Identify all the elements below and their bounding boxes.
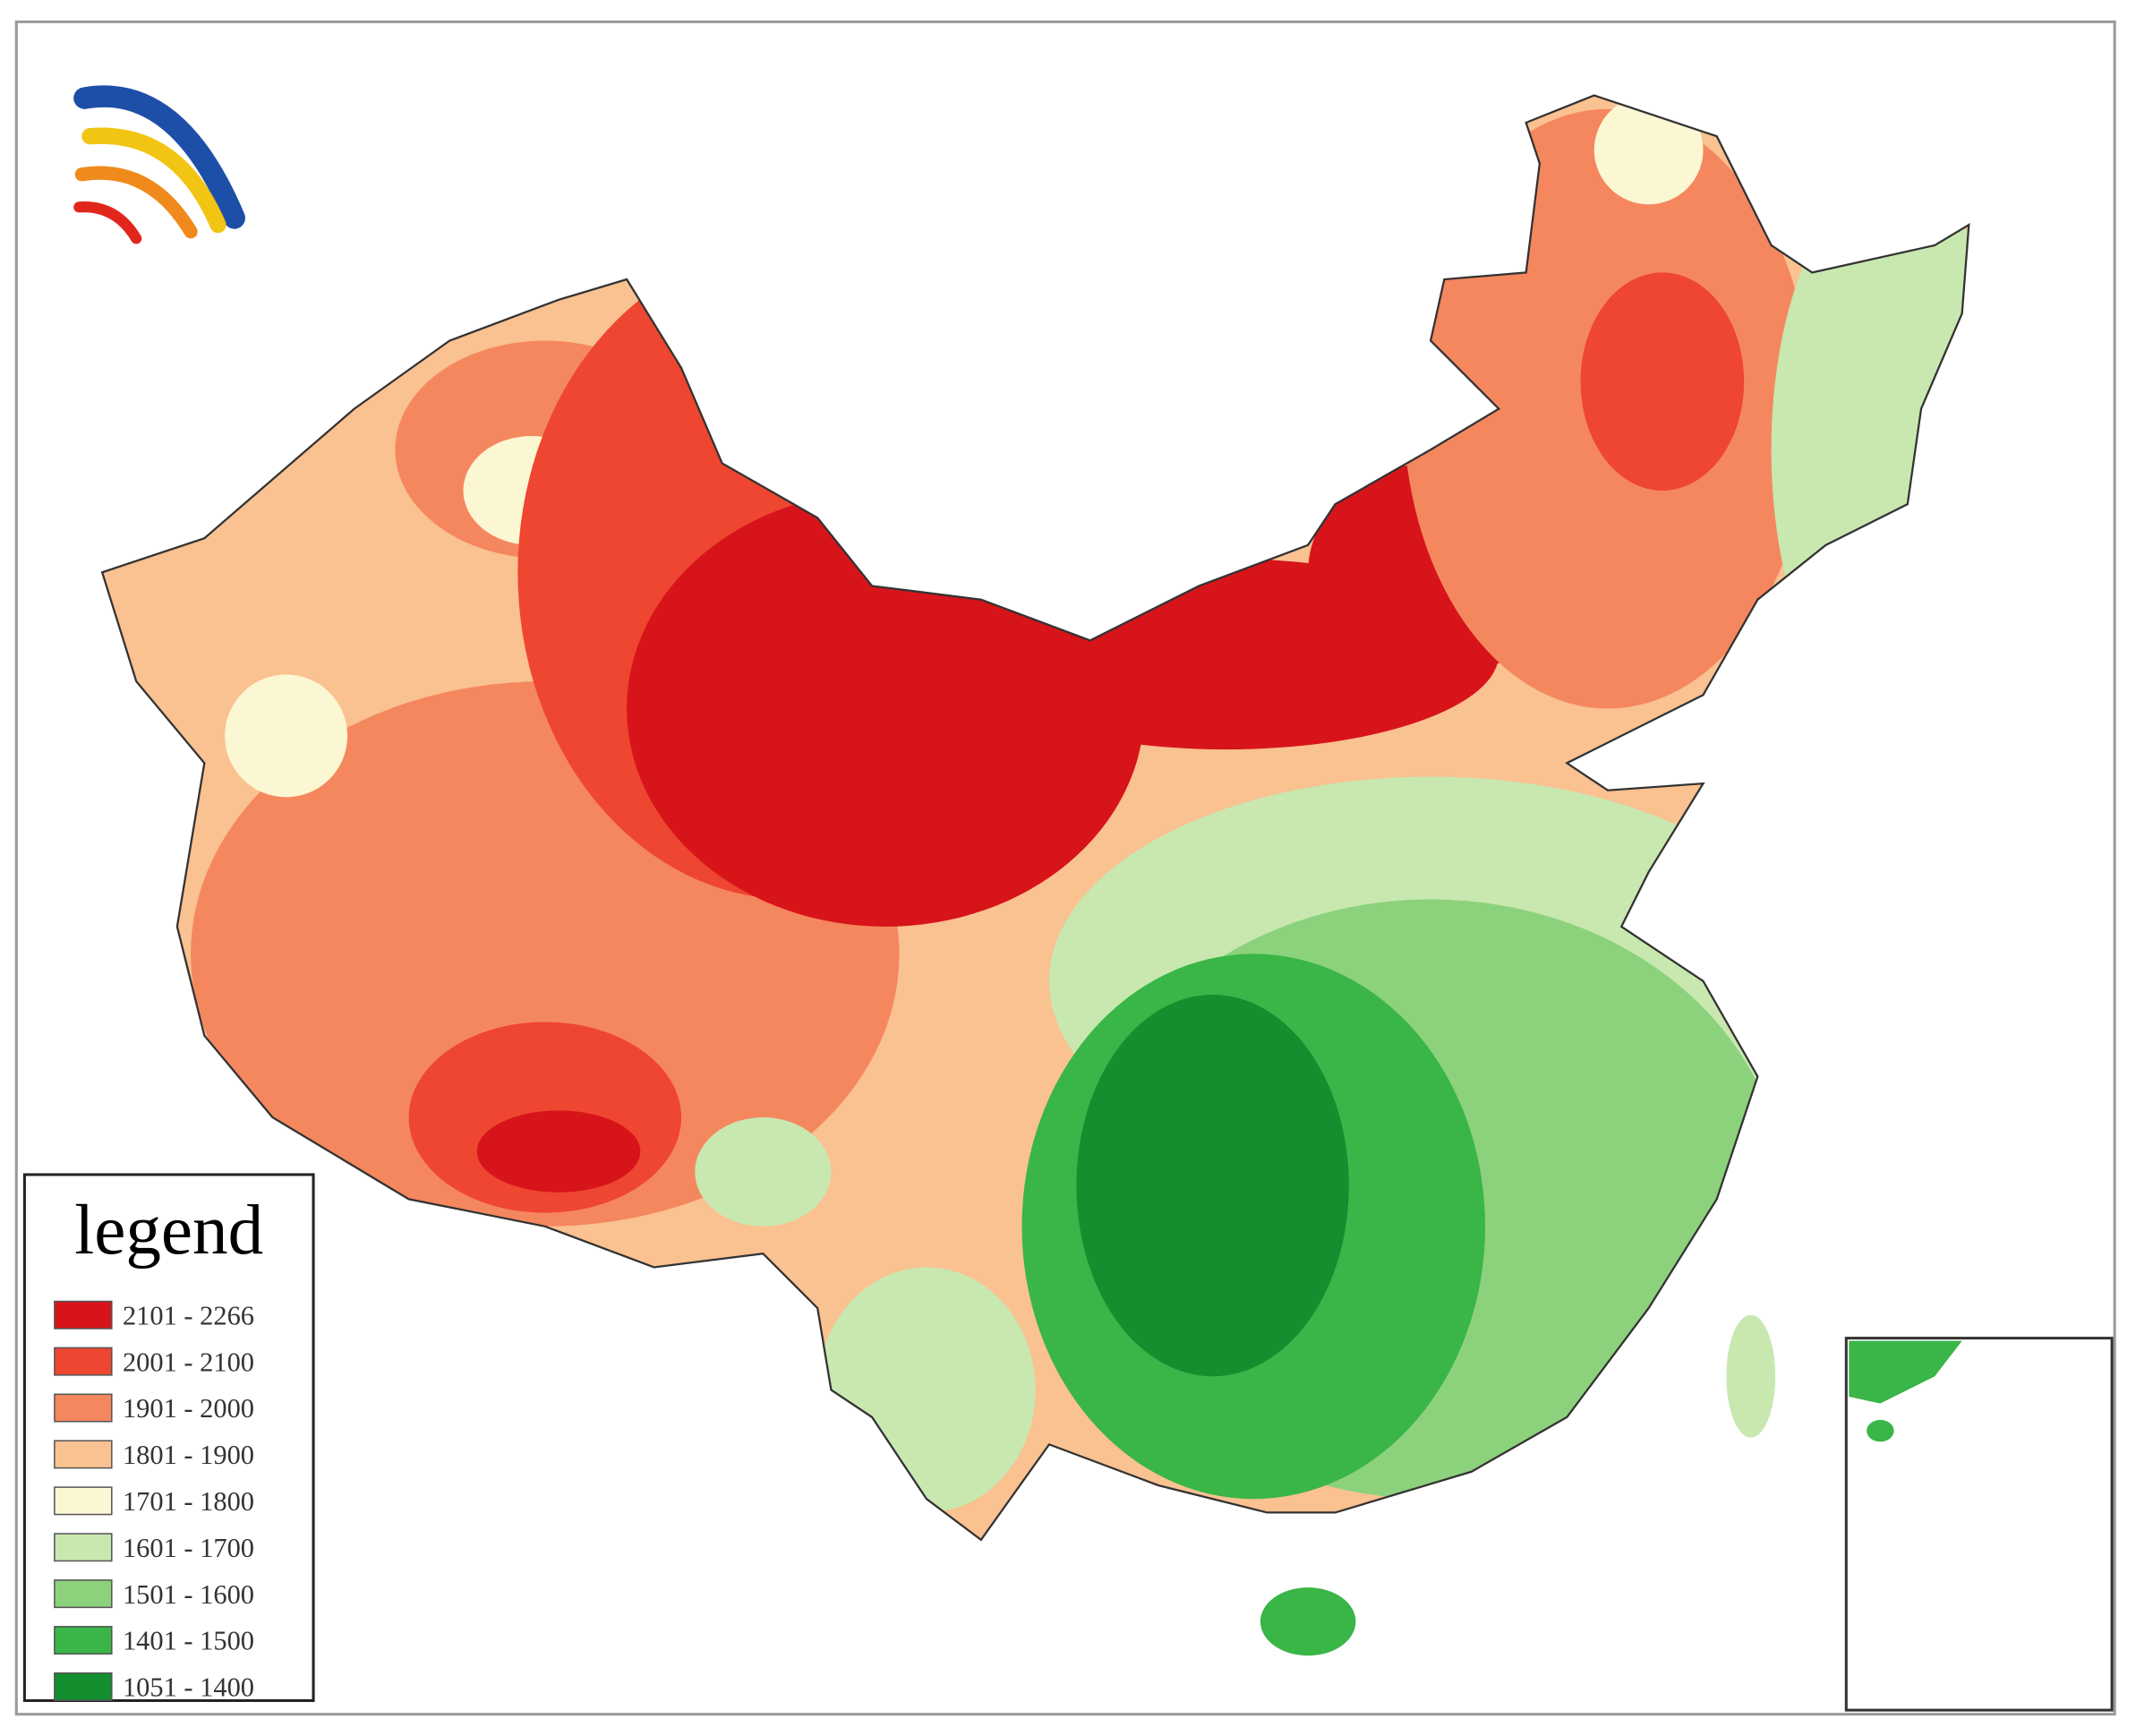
legend-box — [22, 1173, 315, 1702]
legend-title: legend — [74, 1191, 263, 1270]
legend-label: 1701 - 1800 — [123, 1486, 254, 1517]
legend-swatch — [54, 1393, 113, 1423]
legend-label: 1801 - 1900 — [123, 1440, 254, 1470]
hainan — [1260, 1587, 1356, 1656]
legend: legend 2101 - 2266 2001 - 2100 1901 - 2000… — [22, 1173, 315, 1703]
frame — [14, 20, 2116, 1716]
china-border — [100, 94, 1970, 1542]
inset-map — [1844, 1337, 2114, 1712]
legend-swatch — [54, 1440, 113, 1469]
logo — [73, 85, 245, 244]
legend-swatch — [54, 1347, 113, 1376]
legend-label: 1901 - 2000 — [123, 1393, 254, 1424]
taiwan — [1726, 1314, 1776, 1438]
legend-label: 1601 - 1700 — [123, 1533, 254, 1563]
legend-label: 2101 - 2266 — [123, 1300, 254, 1330]
legend-swatch — [54, 1533, 113, 1562]
legend-label: 1051 - 1400 — [123, 1672, 254, 1703]
legend-swatch — [54, 1672, 113, 1701]
legend-swatch — [54, 1579, 113, 1609]
legend-label: 1501 - 1600 — [123, 1579, 254, 1610]
legend-label: 2001 - 2100 — [123, 1347, 254, 1377]
legend-label: 1401 - 1500 — [123, 1626, 254, 1656]
legend-swatch — [54, 1486, 113, 1516]
legend-swatch — [54, 1626, 113, 1655]
legend-swatch — [54, 1300, 113, 1330]
